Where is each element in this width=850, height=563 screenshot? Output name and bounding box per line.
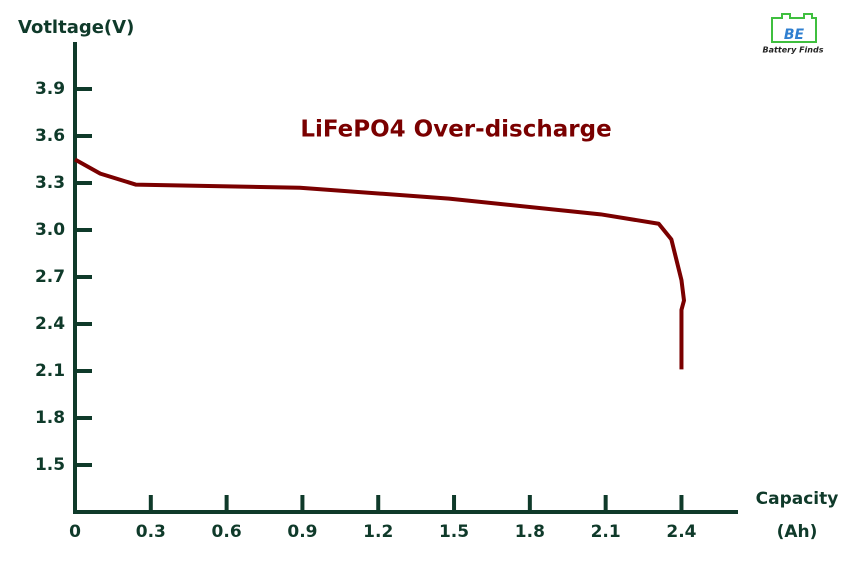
logo-text: Battery Finds (763, 46, 824, 55)
x-tick-label: 1.8 (515, 522, 545, 542)
data-line (74, 157, 686, 370)
y-tick-label: 1.8 (35, 408, 65, 428)
x-tick-label: 0.3 (136, 522, 166, 542)
y-axis-label: Votltage(V) (18, 17, 134, 38)
y-tick-label: 1.5 (35, 455, 65, 475)
logo: BE Battery Finds (763, 13, 824, 55)
x-tick-label: 1.2 (363, 522, 393, 542)
y-tick-label: 3.0 (35, 220, 65, 240)
x-tick-label: 1.5 (439, 522, 469, 542)
x-tick-label: 0.9 (287, 522, 317, 542)
x-axis-label: Capacity (756, 489, 839, 509)
y-tick-label: 3.3 (35, 173, 65, 193)
x-axis-unit: (Ah) (777, 522, 818, 542)
y-tick-label: 3.6 (35, 126, 65, 146)
y-tick-label: 2.4 (35, 314, 65, 334)
y-tick-label: 2.1 (35, 361, 65, 381)
x-tick-label: 0 (69, 522, 81, 542)
x-tick-label: 0.6 (212, 522, 242, 542)
x-tick-label: 2.4 (666, 522, 696, 542)
y-tick-label: 2.7 (35, 267, 65, 287)
x-tick-label: 2.1 (591, 522, 621, 542)
logo-mark: BE (784, 27, 805, 43)
chart-title: LiFePO4 Over-discharge (300, 117, 611, 143)
y-tick-label: 3.9 (35, 79, 65, 99)
